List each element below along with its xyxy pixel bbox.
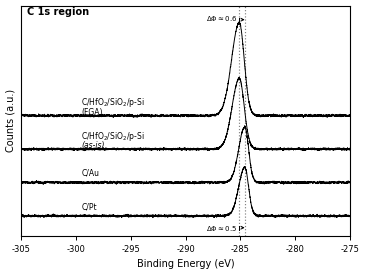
Text: C 1s region: C 1s region xyxy=(27,7,89,17)
Text: C/HfO$_2$/SiO$_2$/p-Si: C/HfO$_2$/SiO$_2$/p-Si xyxy=(81,96,145,109)
Text: $\Delta\Phi$$\approx$0.5: $\Delta\Phi$$\approx$0.5 xyxy=(206,224,238,233)
Text: C/Pt: C/Pt xyxy=(81,202,97,211)
Y-axis label: Counts (a.u.): Counts (a.u.) xyxy=(5,89,16,152)
Text: C/Au: C/Au xyxy=(81,169,99,178)
Text: C/HfO$_2$/SiO$_2$/p-Si: C/HfO$_2$/SiO$_2$/p-Si xyxy=(81,130,145,143)
Text: (as-is): (as-is) xyxy=(81,141,105,150)
Text: $\Delta\Phi$$\approx$0.6: $\Delta\Phi$$\approx$0.6 xyxy=(206,14,238,23)
Text: (FGA): (FGA) xyxy=(81,108,103,117)
X-axis label: Binding Energy (eV): Binding Energy (eV) xyxy=(137,259,234,270)
